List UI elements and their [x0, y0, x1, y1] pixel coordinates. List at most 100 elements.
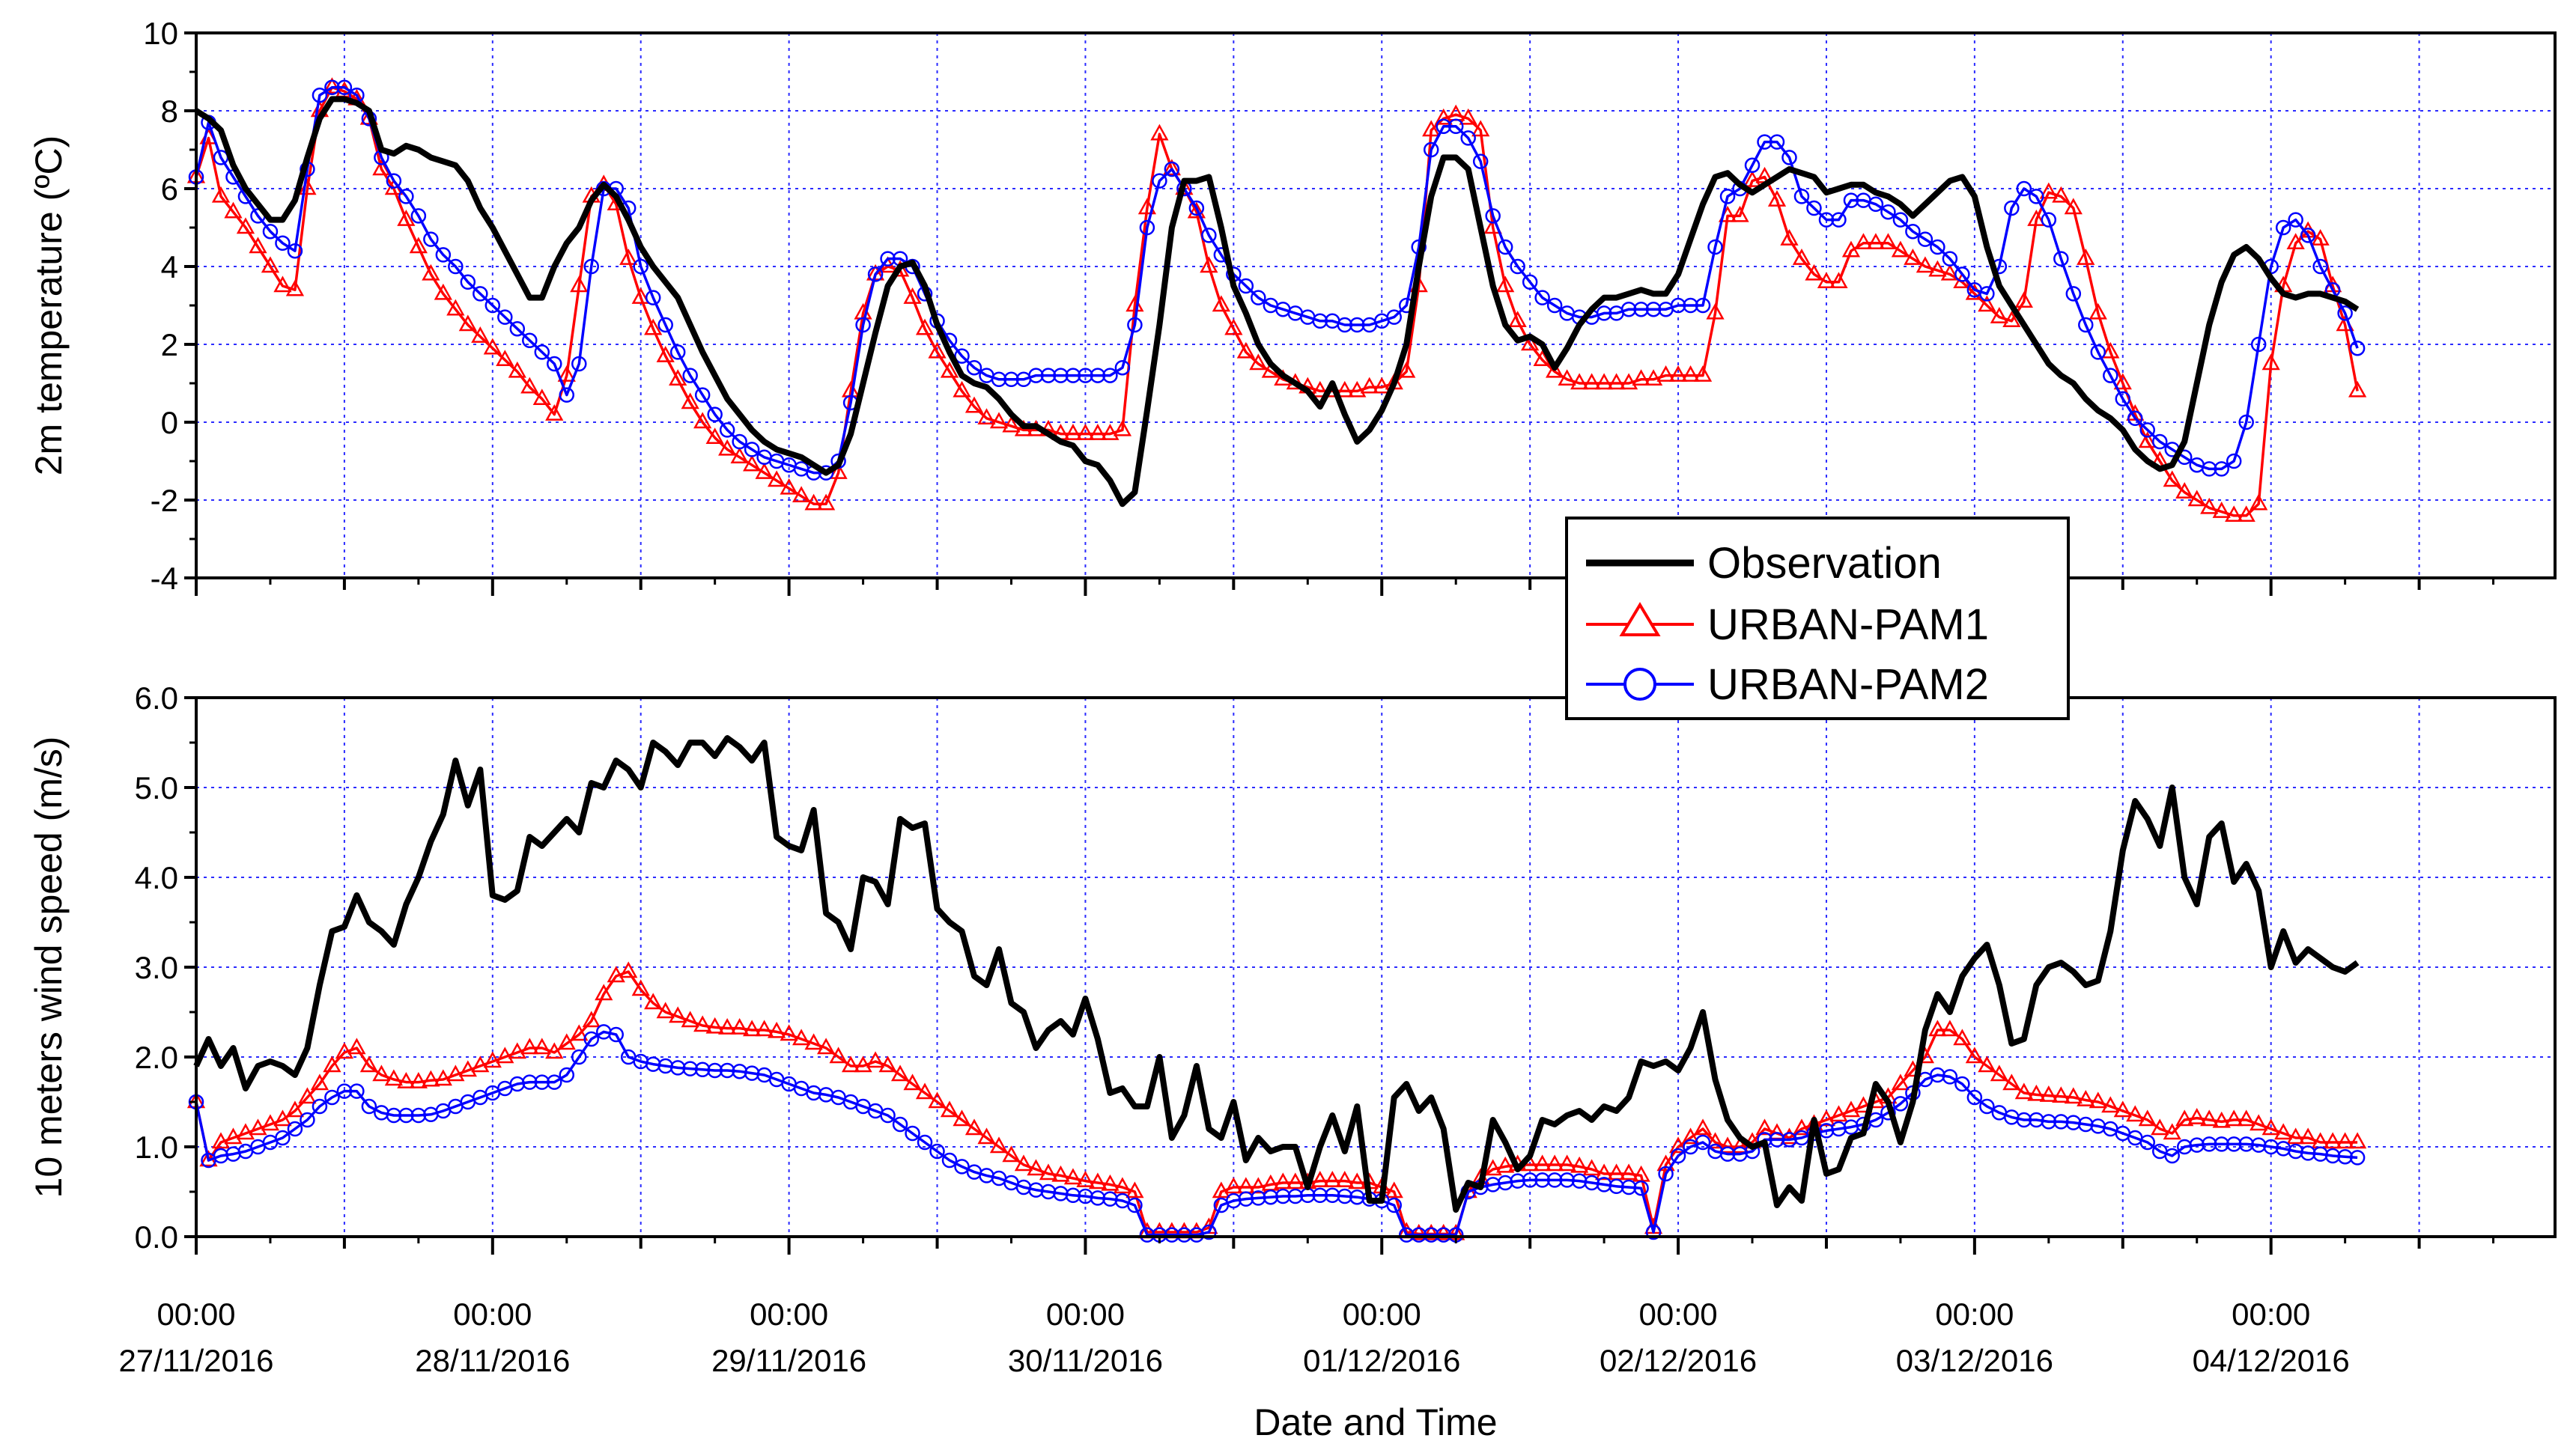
temperature-point-urban-pam2: [1806, 200, 1822, 216]
wind-point-urban-pam2: [1979, 1098, 1995, 1115]
temperature-point-urban-pam2: [1238, 278, 1254, 294]
temperature-point-urban-pam1: [458, 314, 477, 332]
temperature-point-urban-pam2: [2004, 200, 2020, 216]
temperature-point-urban-pam1: [1533, 350, 1552, 367]
temperature-point-urban-pam2: [744, 442, 760, 457]
wind-point-urban-pam2: [287, 1121, 303, 1137]
x-tick-label-time: 00:00: [1343, 1297, 1421, 1332]
temperature-point-urban-pam2: [669, 344, 686, 360]
temperature-point-urban-pam2: [583, 258, 599, 275]
wind-point-urban-pam1: [2324, 1132, 2342, 1149]
temperature-point-urban-pam2: [1719, 189, 1736, 204]
temperature-point-urban-pam1: [1940, 264, 1960, 281]
wind-point-urban-pam1: [1817, 1109, 1836, 1127]
wind-point-urban-pam1: [570, 1024, 589, 1041]
wind-point-urban-pam2: [2349, 1150, 2366, 1166]
wind-point-urban-pam2: [1325, 1187, 1340, 1204]
wind-point-urban-pam1: [1348, 1172, 1367, 1190]
wind-point-urban-pam2: [2041, 1114, 2057, 1130]
wind-point-urban-pam1: [508, 1042, 526, 1059]
temperature-point-urban-pam2: [1979, 286, 1995, 302]
wind-point-urban-pam2: [1892, 1096, 1909, 1112]
wind-point-urban-pam1: [1385, 1181, 1403, 1198]
temperature-point-urban-pam1: [496, 350, 514, 367]
wind-point-urban-pam1: [1928, 1020, 1947, 1037]
wind-point-urban-pam1: [940, 1100, 959, 1118]
temperature-point-urban-pam2: [1201, 228, 1217, 243]
wind-point-urban-pam1: [755, 1020, 774, 1037]
temperature-line-observation: [194, 96, 2360, 508]
temperature-point-urban-pam1: [718, 439, 737, 456]
wind-point-urban-pam2: [398, 1107, 414, 1124]
temperature-point-urban-pam1: [1582, 373, 1601, 390]
wind-point-urban-pam1: [780, 1024, 798, 1041]
wind-point-urban-pam2: [571, 1049, 587, 1065]
x-tick-label-time: 00:00: [1935, 1297, 2014, 1332]
wind-point-urban-pam1: [1434, 1223, 1453, 1240]
wind-point-urban-pam2: [1719, 1146, 1736, 1162]
temperature-point-urban-pam2: [1818, 212, 1835, 228]
temperature-point-urban-pam1: [1866, 233, 1886, 250]
temperature-point-urban-pam1: [1792, 249, 1811, 265]
temperature-point-urban-pam1: [1928, 260, 1947, 277]
wind-point-urban-pam1: [2113, 1100, 2132, 1118]
temperature-point-urban-pam1: [792, 486, 811, 503]
wind-point-urban-pam1: [1619, 1163, 1638, 1181]
wind-point-urban-pam1: [705, 1017, 724, 1034]
wind-point-urban-pam2: [1386, 1197, 1402, 1213]
wind-point-urban-pam2: [559, 1067, 575, 1083]
wind-point-urban-pam1: [496, 1047, 514, 1064]
temperature-point-urban-pam2: [1349, 317, 1365, 333]
wind-panel: 0.01.02.03.04.05.06.0 00:0027/11/201600:…: [28, 680, 2557, 1443]
temperature-point-urban-pam1: [1360, 377, 1379, 394]
temperature-point-urban-pam1: [1200, 256, 1218, 273]
x-tick-label-date: 29/11/2016: [711, 1343, 866, 1378]
temperature-point-urban-pam1: [755, 463, 774, 479]
wind-point-urban-pam2: [917, 1134, 933, 1151]
wind-point-urban-pam2: [1263, 1189, 1279, 1205]
wind-point-urban-pam2: [2226, 1136, 2242, 1152]
wind-line-urban-pam2: [195, 1030, 2358, 1237]
temperature-point-urban-pam1: [2286, 233, 2305, 250]
temperature-point-urban-pam1: [1767, 190, 1787, 207]
temperature-point-urban-pam2: [398, 189, 414, 204]
temperature-point-urban-pam1: [1546, 361, 1564, 378]
wind-y-ticks: 0.0 1.0 2.0 3.0 4.0 5.0 6.0: [135, 680, 2495, 1255]
wind-point-urban-pam1: [644, 993, 663, 1010]
temperature-point-urban-pam1: [2052, 186, 2071, 203]
legend: Observation URBAN-PAM1 URBAN-PAM2: [1565, 517, 2070, 720]
temperature-point-urban-pam1: [1373, 377, 1391, 394]
x-tick-label-date: 01/12/2016: [1303, 1343, 1460, 1378]
temperature-point-urban-pam1: [1521, 334, 1540, 351]
temperature-point-urban-pam1: [1496, 275, 1515, 293]
wind-point-urban-pam1: [1668, 1136, 1688, 1154]
temperature-point-urban-pam1: [434, 283, 452, 300]
temperature-point-urban-pam1: [693, 412, 712, 429]
temperature-point-urban-pam1: [1805, 264, 1823, 281]
wind-point-urban-pam1: [2163, 1123, 2181, 1140]
temperature-point-urban-pam2: [262, 223, 279, 240]
x-tick-label-date: 03/12/2016: [1896, 1343, 2053, 1378]
temperature-panel: -4 -2 0 2 4 6 8 10 2m temperature (ºC): [28, 16, 2557, 596]
temperature-point-urban-pam1: [508, 361, 526, 378]
wind-point-urban-pam2: [1769, 1132, 1785, 1148]
temperature-point-urban-pam1: [1063, 424, 1083, 440]
wind-point-urban-pam1: [854, 1056, 872, 1073]
wind-point-urban-pam1: [1965, 1047, 1984, 1064]
wind-point-urban-pam1: [2052, 1086, 2071, 1103]
wind-point-urban-pam2: [2238, 1136, 2254, 1152]
temperature-point-urban-pam2: [2152, 433, 2168, 450]
temperature-point-urban-pam1: [1150, 124, 1169, 141]
wind-point-urban-pam1: [1076, 1171, 1095, 1187]
wind-point-urban-pam1: [2225, 1109, 2244, 1127]
wind-point-urban-pam2: [1534, 1172, 1550, 1188]
temperature-point-urban-pam2: [1683, 297, 1698, 314]
wind-point-urban-pam1: [211, 1132, 231, 1149]
wind-point-urban-pam1: [792, 1029, 811, 1046]
temperature-point-urban-pam1: [1310, 380, 1329, 397]
x-tick-label-time: 00:00: [1046, 1297, 1125, 1332]
wind-point-urban-pam1: [2348, 1132, 2367, 1149]
x-tick-label-time: 00:00: [1639, 1297, 1718, 1332]
temperature-point-urban-pam1: [730, 447, 749, 464]
temperature-point-urban-pam2: [1472, 153, 1489, 169]
